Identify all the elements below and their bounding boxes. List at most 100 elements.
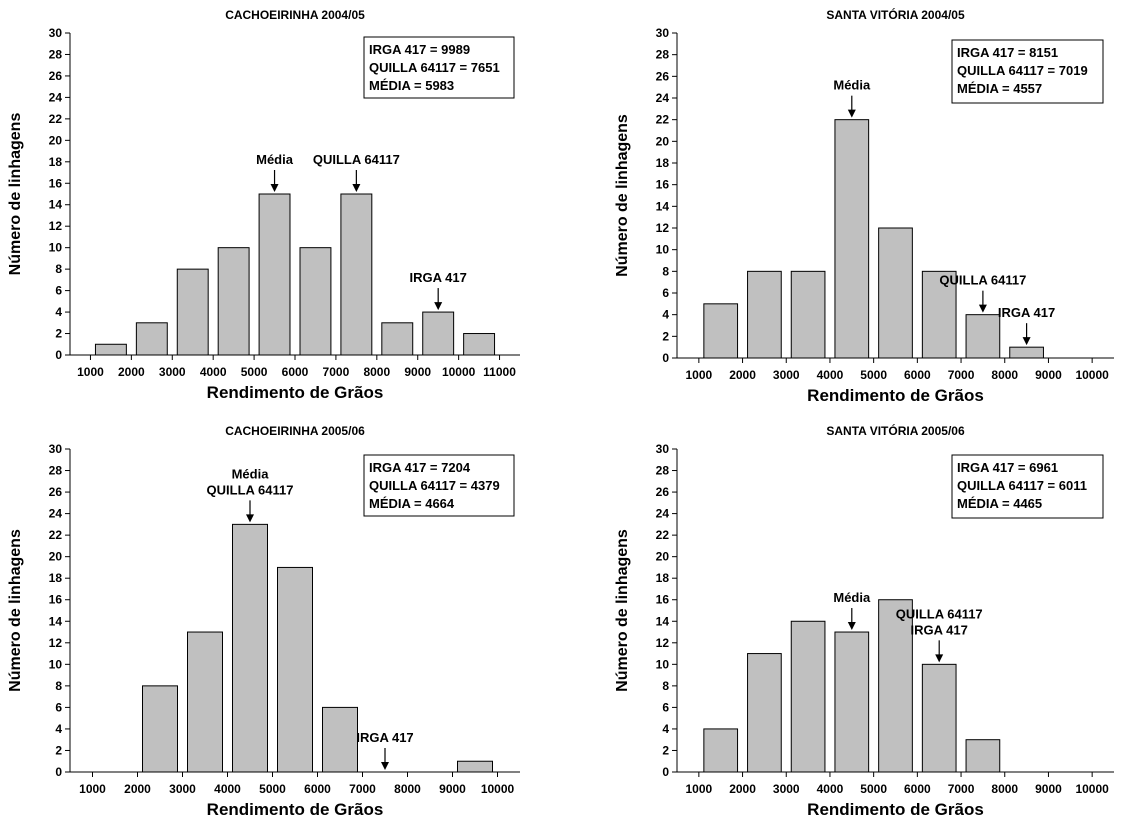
y-tick-label: 2 — [662, 329, 669, 343]
annotation-label: Média — [833, 590, 871, 605]
histogram-bar — [703, 728, 739, 773]
x-tick-label: 9000 — [1035, 782, 1062, 796]
annotation-arrowhead-icon — [935, 654, 944, 663]
y-tick-label: 0 — [662, 765, 669, 779]
x-tick-label: 3000 — [159, 365, 186, 379]
legend-entry: QUILLA 64117 = 7019 — [957, 63, 1088, 78]
y-tick-label: 0 — [662, 351, 669, 365]
histogram-bar — [457, 760, 493, 773]
y-tick-label: 18 — [49, 155, 63, 169]
chart-panel-4: SANTA VITÓRIA 2005/060246810121416182022… — [614, 423, 1114, 819]
histogram-bar — [381, 322, 414, 356]
bar-annotation: QUILLA 64117 — [939, 273, 1026, 313]
x-tick-label: 8000 — [991, 368, 1018, 382]
histogram-bar — [135, 322, 168, 356]
x-tick-label: 4000 — [200, 365, 227, 379]
y-tick-label: 24 — [49, 507, 63, 521]
y-tick-label: 4 — [55, 305, 62, 319]
x-tick-label: 6000 — [304, 782, 331, 796]
x-tick-label: 10000 — [481, 782, 515, 796]
y-tick-label: 10 — [49, 241, 63, 255]
x-axis-label: Rendimento de Grãos — [807, 800, 984, 819]
y-tick-label: 12 — [656, 221, 670, 235]
y-tick-label: 6 — [55, 700, 62, 714]
histogram-bar — [834, 631, 870, 773]
y-tick-label: 12 — [49, 219, 63, 233]
histogram-bar — [1009, 346, 1044, 359]
legend-box: IRGA 417 = 7204 QUILLA 64117 = 4379 MÉDIA … — [363, 454, 515, 517]
histogram-bar — [747, 270, 782, 359]
y-tick-label: 16 — [656, 178, 670, 192]
y-tick-label: 18 — [656, 571, 670, 585]
annotation-arrowhead-icon — [847, 622, 856, 631]
y-tick-label: 30 — [656, 442, 670, 456]
x-tick-label: 6000 — [904, 368, 931, 382]
y-tick-label: 8 — [55, 262, 62, 276]
y-tick-label: 18 — [49, 571, 63, 585]
histogram-bar — [790, 270, 826, 359]
y-tick-label: 26 — [656, 69, 670, 83]
y-axis-label: Número de linhagens — [614, 114, 631, 277]
y-tick-label: 2 — [55, 327, 62, 341]
histogram-bar — [965, 739, 1001, 773]
y-tick-label: 14 — [49, 614, 63, 628]
x-tick-label: 2000 — [729, 368, 756, 382]
y-tick-label: 24 — [656, 507, 670, 521]
y-axis-label: Número de linhagens — [7, 113, 24, 276]
x-tick-label: 1000 — [79, 782, 106, 796]
y-tick-label: 10 — [49, 657, 63, 671]
y-tick-label: 14 — [656, 614, 670, 628]
y-tick-label: 20 — [656, 550, 670, 564]
histogram-bar — [834, 119, 870, 359]
y-tick-label: 20 — [49, 133, 63, 147]
x-tick-label: 3000 — [773, 368, 800, 382]
histogram-bar — [790, 620, 826, 773]
y-tick-label: 4 — [662, 722, 669, 736]
annotation-arrowhead-icon — [246, 514, 254, 523]
y-tick-label: 8 — [662, 679, 669, 693]
legend-entry: IRGA 417 = 9989 — [369, 42, 470, 57]
y-tick-label: 18 — [656, 156, 670, 170]
y-tick-label: 24 — [656, 91, 670, 105]
x-tick-label: 4000 — [817, 368, 844, 382]
annotation-label: Média — [833, 78, 871, 93]
histogram-bar — [258, 193, 291, 356]
x-tick-label: 2000 — [729, 782, 756, 796]
y-tick-label: 14 — [656, 199, 670, 213]
x-tick-label: 7000 — [323, 365, 350, 379]
y-tick-label: 8 — [55, 679, 62, 693]
annotation-label: QUILLA 64117 — [896, 606, 983, 621]
chart-panel-1: CACHOEIRINHA 2004/0502468101214161820222… — [7, 8, 520, 402]
histogram-bar — [703, 303, 739, 359]
y-axis-label: Número de linhagens — [614, 529, 631, 692]
y-tick-label: 12 — [656, 636, 670, 650]
y-tick-label: 4 — [55, 722, 62, 736]
bar-annotation: Média — [256, 152, 294, 192]
histogram-bar — [176, 268, 209, 356]
histogram-bar — [965, 314, 1001, 359]
bar-annotation: IRGA 417 — [998, 305, 1055, 346]
histogram-bar — [463, 333, 496, 356]
y-tick-label: 28 — [49, 47, 63, 61]
x-tick-label: 7000 — [349, 782, 376, 796]
y-tick-label: 20 — [656, 134, 670, 148]
y-tick-label: 6 — [662, 700, 669, 714]
legend-entry: IRGA 417 = 8151 — [957, 45, 1058, 60]
y-tick-label: 22 — [656, 528, 670, 542]
annotation-arrowhead-icon — [847, 109, 856, 118]
histogram-bar — [747, 653, 782, 773]
annotation-arrowhead-icon — [978, 304, 987, 313]
annotation-label: Média — [232, 466, 270, 481]
legend-box: IRGA 417 = 6961 QUILLA 64117 = 6011 MÉDIA … — [951, 454, 1104, 519]
bar-annotation: QUILLA 64117 — [313, 152, 400, 192]
x-tick-label: 6000 — [904, 782, 931, 796]
histogram-bar — [322, 706, 358, 773]
annotation-label: IRGA 417 — [998, 305, 1055, 320]
x-tick-label: 9000 — [439, 782, 466, 796]
x-tick-label: 5000 — [860, 782, 887, 796]
x-tick-label: 10000 — [442, 365, 476, 379]
x-tick-label: 4000 — [817, 782, 844, 796]
